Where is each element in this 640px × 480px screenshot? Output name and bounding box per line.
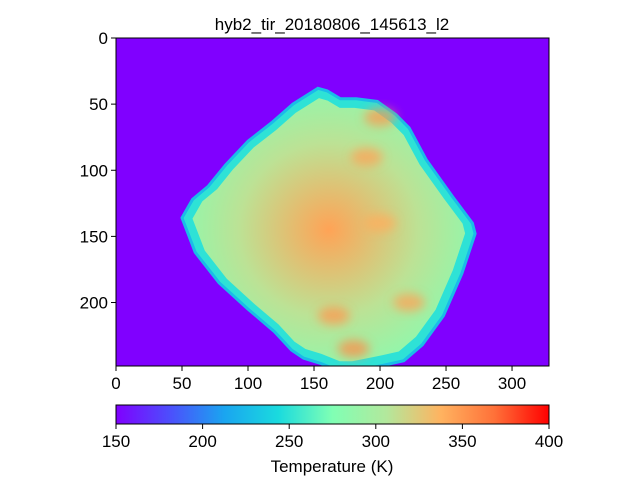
colorbar-ticks: 150 200 250 300 350 400 <box>102 424 563 451</box>
x-tick-label: 50 <box>173 374 192 393</box>
colorbar-tick-label: 300 <box>362 432 390 451</box>
y-tick-label: 50 <box>89 95 108 114</box>
y-tick-label: 0 <box>99 29 108 48</box>
x-tick-label: 0 <box>111 374 120 393</box>
hotspot <box>393 293 426 312</box>
plot-frame <box>115 37 550 367</box>
hotspot <box>337 339 370 358</box>
x-tick-label: 150 <box>300 374 328 393</box>
plot-area <box>116 38 549 366</box>
hotspot <box>350 148 383 167</box>
object-body <box>192 98 466 362</box>
colorbar-tick-label: 150 <box>102 432 130 451</box>
x-axis: 0 50 100 150 200 250 300 <box>111 366 526 393</box>
colorbar-label: Temperature (K) <box>271 457 394 476</box>
x-tick-label: 250 <box>432 374 460 393</box>
colorbar-tick-label: 400 <box>535 432 563 451</box>
y-axis: 0 50 100 150 200 <box>80 29 116 313</box>
x-tick-label: 300 <box>498 374 526 393</box>
colorbar-tick-label: 250 <box>275 432 303 451</box>
y-tick-label: 100 <box>80 161 108 180</box>
y-tick-label: 200 <box>80 294 108 313</box>
hotspot <box>364 108 397 127</box>
colorbar-tick-label: 350 <box>448 432 476 451</box>
y-tick-label: 150 <box>80 227 108 246</box>
colorbar <box>115 404 550 425</box>
hotspot <box>364 214 397 233</box>
x-tick-label: 200 <box>366 374 394 393</box>
colorbar-tick-label: 200 <box>188 432 216 451</box>
hotspot <box>317 306 350 325</box>
chart-title: hyb2_tir_20180806_145613_l2 <box>215 15 449 34</box>
x-tick-label: 100 <box>234 374 262 393</box>
